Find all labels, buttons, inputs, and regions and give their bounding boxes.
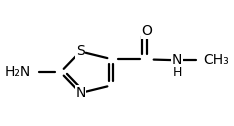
Text: O: O [142, 24, 153, 38]
Text: H: H [172, 66, 182, 79]
Text: H₂N: H₂N [4, 65, 30, 79]
Text: CH₃: CH₃ [204, 53, 229, 67]
Text: S: S [76, 44, 85, 58]
Text: N: N [172, 53, 182, 67]
Text: N: N [75, 86, 86, 100]
